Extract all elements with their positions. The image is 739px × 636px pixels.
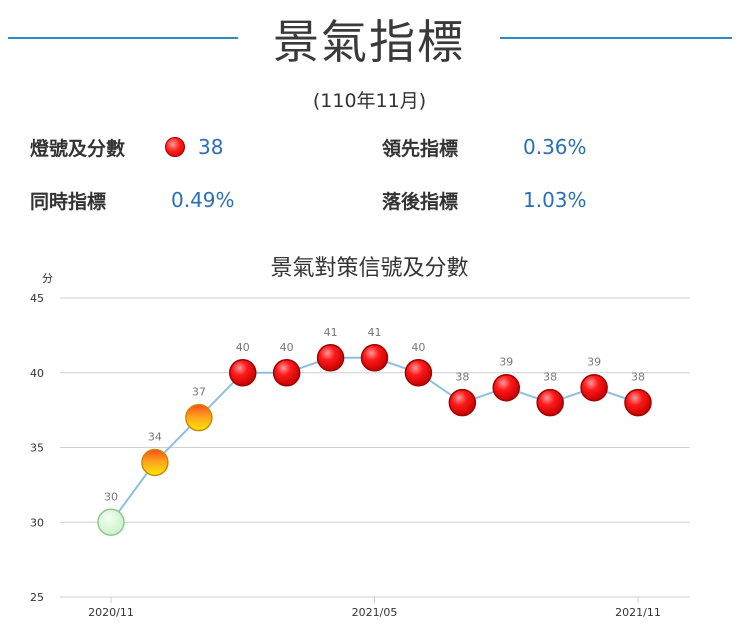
signal-marker-red[interactable]: [580, 373, 608, 402]
period-label: (110年11月): [312, 90, 427, 112]
signal-marker-green[interactable]: [97, 508, 125, 536]
y-tick-label: 45: [30, 292, 44, 305]
data-label: 38: [631, 371, 645, 384]
signal-marker-red[interactable]: [624, 388, 652, 417]
data-label: 30: [104, 490, 118, 503]
signal-marker-red[interactable]: [272, 359, 301, 387]
data-label: 41: [368, 326, 382, 339]
signal-label: 燈號及分數: [30, 138, 126, 160]
data-label: 37: [192, 386, 206, 399]
lagging-indicator-value: 1.03%: [523, 188, 587, 212]
y-axis-unit-label: 分: [42, 272, 53, 285]
data-label: 34: [148, 430, 162, 443]
x-tick-label: 2021/05: [352, 606, 398, 619]
signal-marker-red[interactable]: [448, 388, 477, 417]
data-label: 38: [543, 371, 557, 384]
score-chart: 分 25 30 35 40 45 2020/11 2021/05 2021/11 30 34 37 4…: [30, 272, 690, 619]
x-tick-label: 2021/11: [615, 606, 661, 619]
y-tick-label: 40: [30, 367, 44, 380]
signal-value: 38: [198, 135, 224, 159]
signal-marker-red[interactable]: [404, 359, 433, 387]
title-divider-right: [500, 37, 732, 39]
data-label: 41: [324, 326, 338, 339]
leading-indicator-label: 領先指標: [382, 138, 459, 160]
chart-title: 景氣對策信號及分數: [270, 256, 469, 281]
leading-indicator-value: 0.36%: [523, 135, 587, 159]
x-tick-label: 2020/11: [88, 606, 134, 619]
signal-marker-red[interactable]: [316, 344, 345, 372]
y-tick-label: 30: [30, 516, 44, 529]
signal-marker-yellow-red[interactable]: [141, 448, 169, 477]
title-row: 景氣指標: [0, 0, 739, 80]
signal-marker-red[interactable]: [536, 388, 564, 417]
data-label: 38: [455, 371, 469, 384]
page-title: 景氣指標: [273, 15, 465, 69]
signal-marker-red[interactable]: [360, 344, 389, 372]
signal-marker-red[interactable]: [229, 359, 257, 387]
data-label: 40: [411, 341, 425, 354]
coincident-indicator-value: 0.49%: [171, 188, 235, 212]
coincident-indicator-label: 同時指標: [30, 191, 107, 213]
data-label: 40: [236, 341, 250, 354]
data-label: 40: [280, 341, 294, 354]
y-tick-label: 25: [30, 591, 44, 604]
red-light-icon: [165, 137, 185, 157]
y-tick-label: 35: [30, 442, 44, 455]
signal-marker-red[interactable]: [492, 373, 520, 402]
score-series-line: [110, 356, 639, 523]
data-label: 39: [587, 356, 601, 369]
title-divider-left: [8, 37, 238, 39]
data-label: 39: [499, 356, 513, 369]
signal-marker-yellow-red[interactable]: [185, 403, 213, 432]
lagging-indicator-label: 落後指標: [382, 191, 459, 213]
